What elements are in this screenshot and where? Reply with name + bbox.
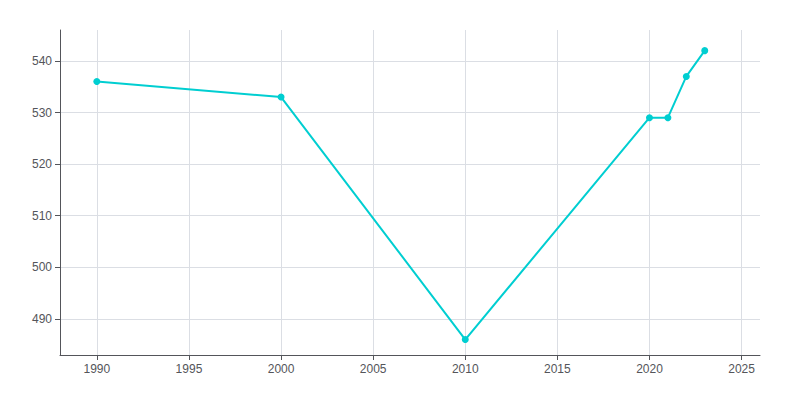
- svg-text:540: 540: [32, 54, 52, 68]
- svg-text:1995: 1995: [176, 362, 203, 376]
- svg-text:2020: 2020: [636, 362, 663, 376]
- svg-text:520: 520: [32, 157, 52, 171]
- svg-text:2000: 2000: [268, 362, 295, 376]
- svg-text:2010: 2010: [452, 362, 479, 376]
- svg-text:2005: 2005: [360, 362, 387, 376]
- svg-text:1990: 1990: [83, 362, 110, 376]
- svg-text:2025: 2025: [728, 362, 755, 376]
- svg-text:2015: 2015: [544, 362, 571, 376]
- svg-text:510: 510: [32, 209, 52, 223]
- svg-text:490: 490: [32, 312, 52, 326]
- svg-text:530: 530: [32, 106, 52, 120]
- svg-text:500: 500: [32, 260, 52, 274]
